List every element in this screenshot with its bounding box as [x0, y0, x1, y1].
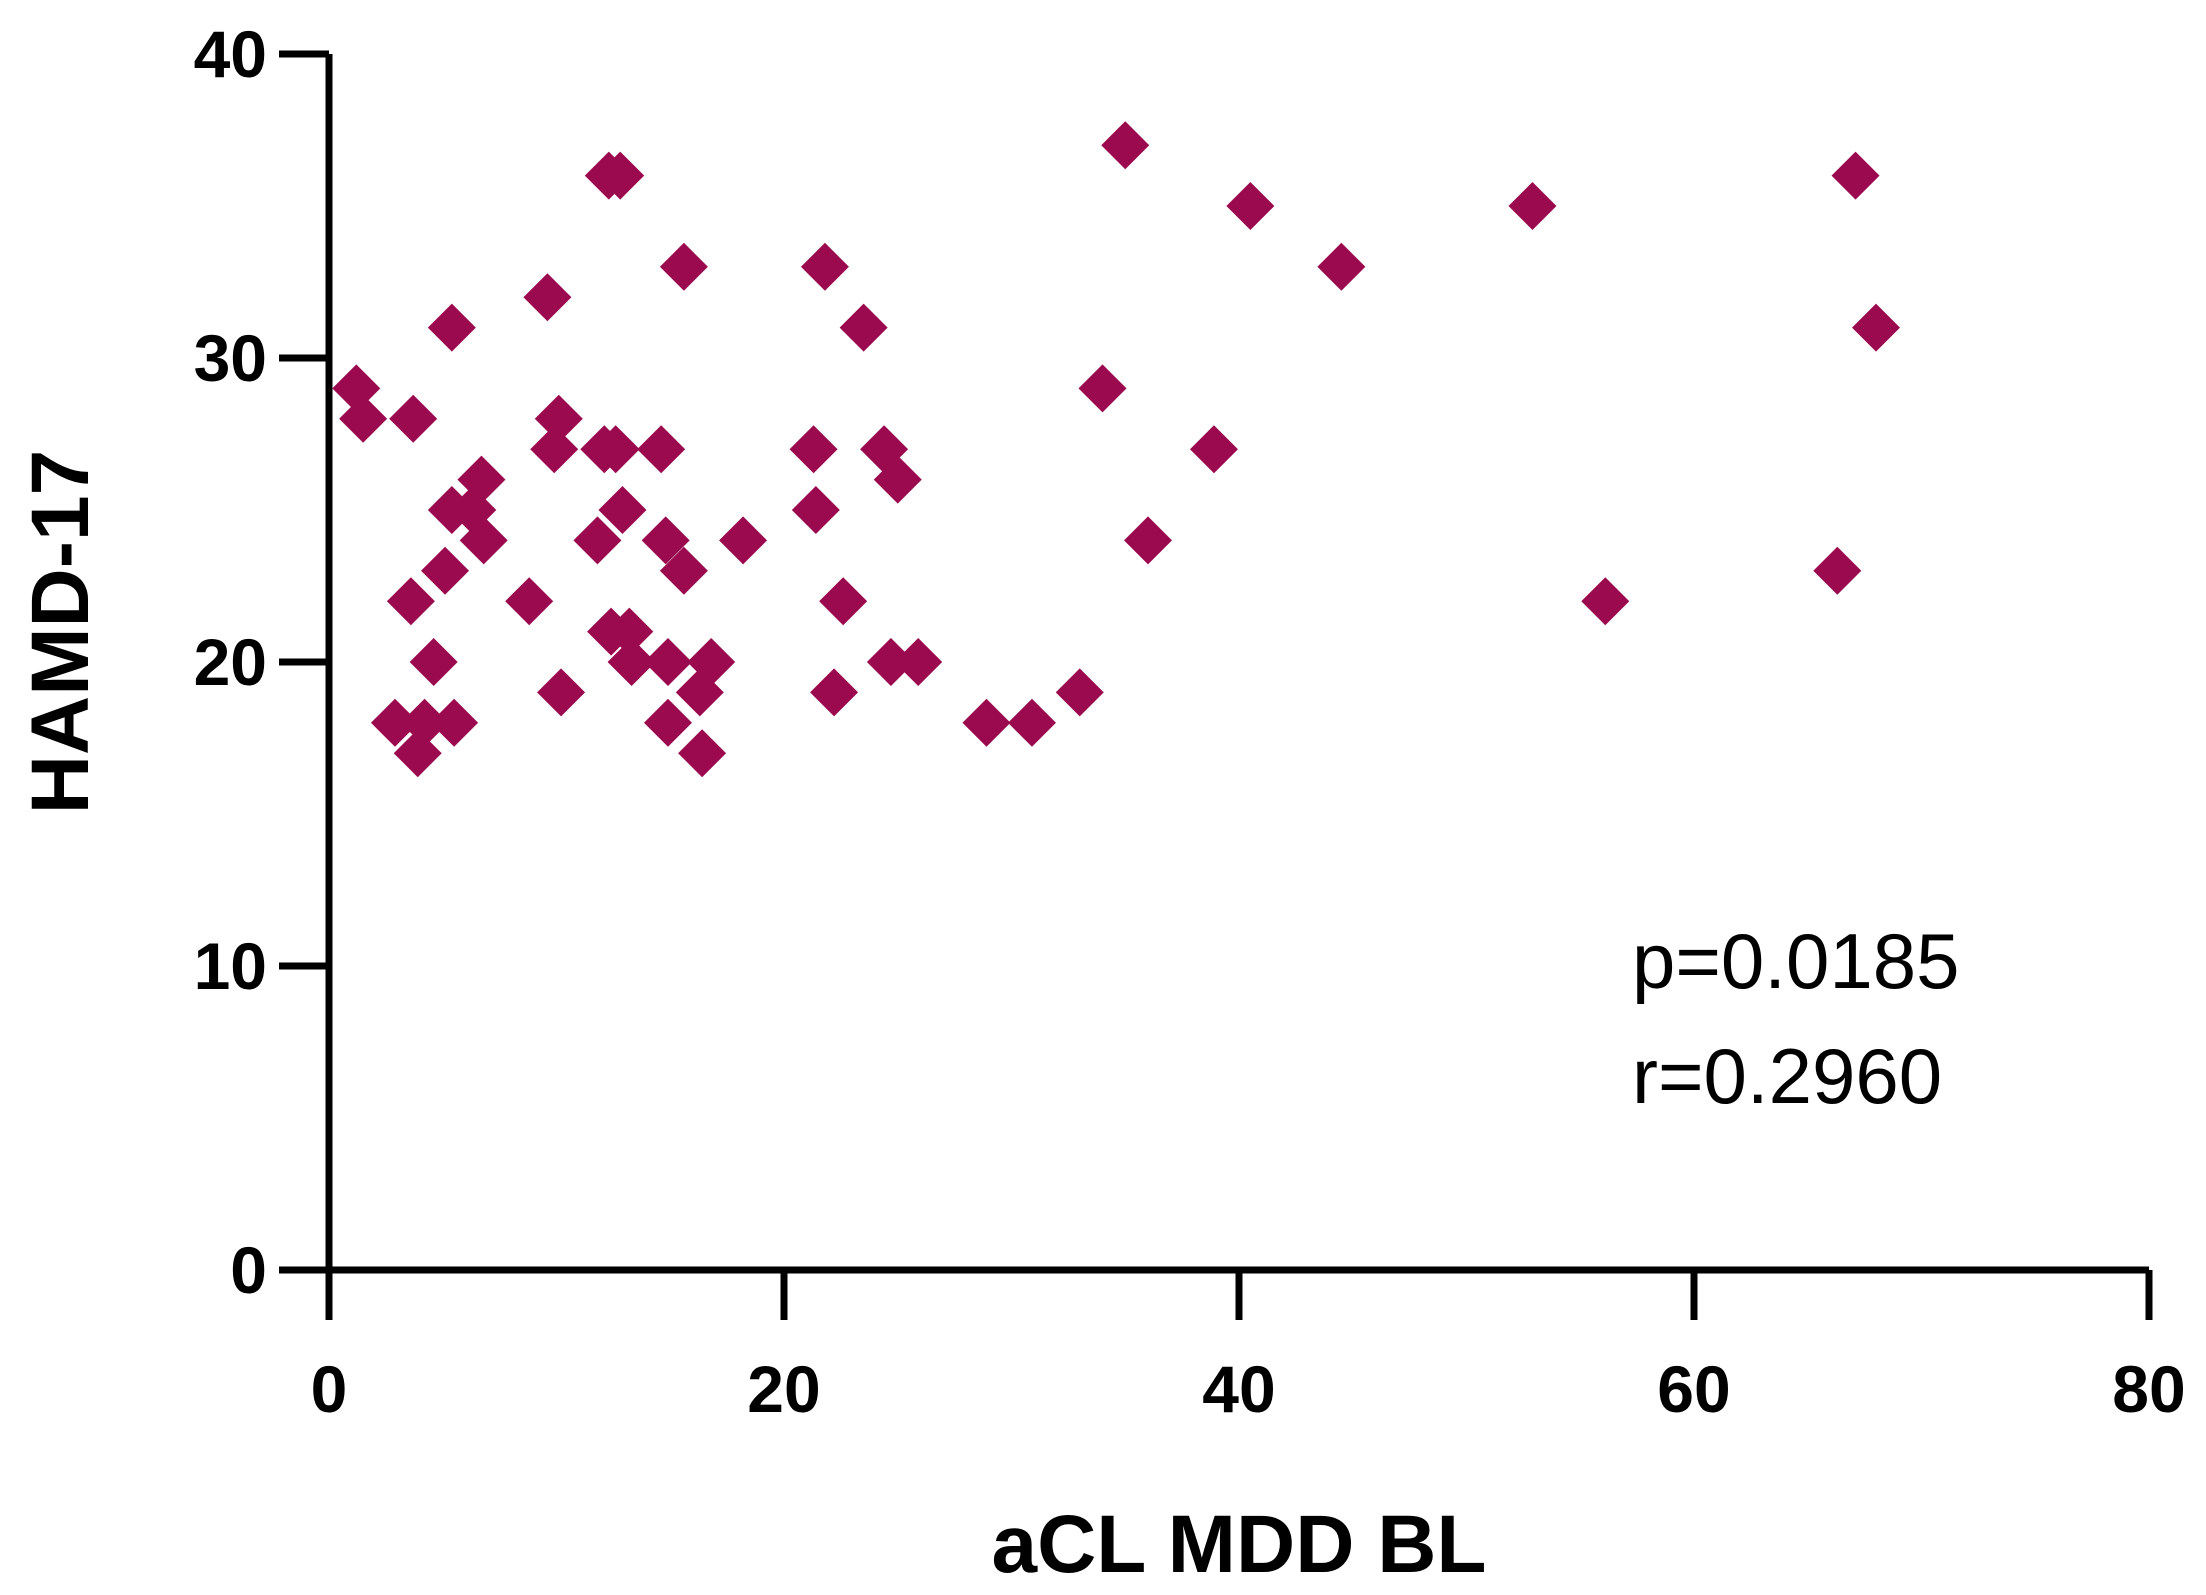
data-point [1226, 182, 1275, 230]
data-point [370, 698, 419, 747]
data-point [643, 638, 692, 686]
data-point [389, 394, 438, 443]
data-point [457, 455, 506, 504]
x-tick-label: 0 [311, 1352, 348, 1426]
data-point [800, 242, 849, 291]
data-point [659, 546, 708, 595]
y-tick-label: 20 [194, 625, 267, 699]
r-value-annotation: r=0.2960 [1632, 1032, 1942, 1120]
data-point [421, 546, 470, 595]
data-point [1317, 242, 1366, 291]
y-axis-title: HAMD-17 [15, 450, 106, 814]
data-point [789, 425, 838, 474]
x-axis-title: aCL MDD BL [991, 1499, 1486, 1590]
data-point [1101, 121, 1150, 170]
data-point [598, 486, 647, 534]
x-tick-label: 80 [2112, 1352, 2185, 1426]
data-point [1508, 182, 1557, 230]
data-point [400, 698, 449, 747]
y-tick-label: 40 [194, 17, 267, 91]
data-point [866, 638, 915, 686]
data-point [687, 638, 736, 686]
data-point [596, 151, 645, 200]
data-point [409, 638, 458, 686]
data-point [339, 394, 388, 443]
data-point [537, 668, 586, 717]
data-point [962, 698, 1011, 747]
data-point [430, 698, 479, 747]
x-tick-label: 40 [1202, 1352, 1275, 1426]
data-point [1078, 364, 1127, 413]
data-point [791, 486, 840, 534]
data-point [523, 273, 572, 322]
data-points [332, 121, 1900, 778]
data-point [1007, 698, 1056, 747]
data-point [427, 303, 476, 352]
data-point [719, 516, 768, 565]
data-point [873, 455, 922, 504]
y-tick-label: 10 [194, 929, 267, 1003]
data-point [386, 577, 435, 626]
data-point [894, 638, 943, 686]
data-point [678, 729, 727, 778]
data-point [1831, 151, 1880, 200]
data-point [1055, 668, 1104, 717]
p-value-annotation: p=0.0185 [1632, 917, 1960, 1005]
data-point [1813, 546, 1862, 595]
data-point [573, 516, 622, 565]
data-point [505, 577, 554, 626]
data-point [1124, 516, 1172, 565]
y-tick-label: 0 [230, 1233, 267, 1307]
data-point [643, 698, 692, 747]
data-point [1852, 303, 1900, 352]
data-point [1189, 425, 1238, 474]
data-point [591, 425, 640, 474]
y-tick-label: 30 [194, 321, 267, 395]
data-point [1581, 577, 1630, 626]
data-point [637, 425, 686, 474]
data-point [839, 303, 888, 352]
x-tick-label: 20 [747, 1352, 820, 1426]
data-point [530, 425, 579, 474]
data-point [605, 607, 654, 656]
y-ticks: 0 10 20 30 40 [194, 17, 329, 1307]
data-point [659, 242, 708, 291]
data-point [459, 516, 508, 565]
data-point [641, 516, 690, 565]
data-point [810, 668, 859, 717]
data-point [534, 394, 583, 443]
x-tick-label: 60 [1657, 1352, 1730, 1426]
data-point [607, 638, 656, 686]
data-point [819, 577, 868, 626]
x-ticks: 0 20 40 60 80 [311, 1270, 2186, 1426]
